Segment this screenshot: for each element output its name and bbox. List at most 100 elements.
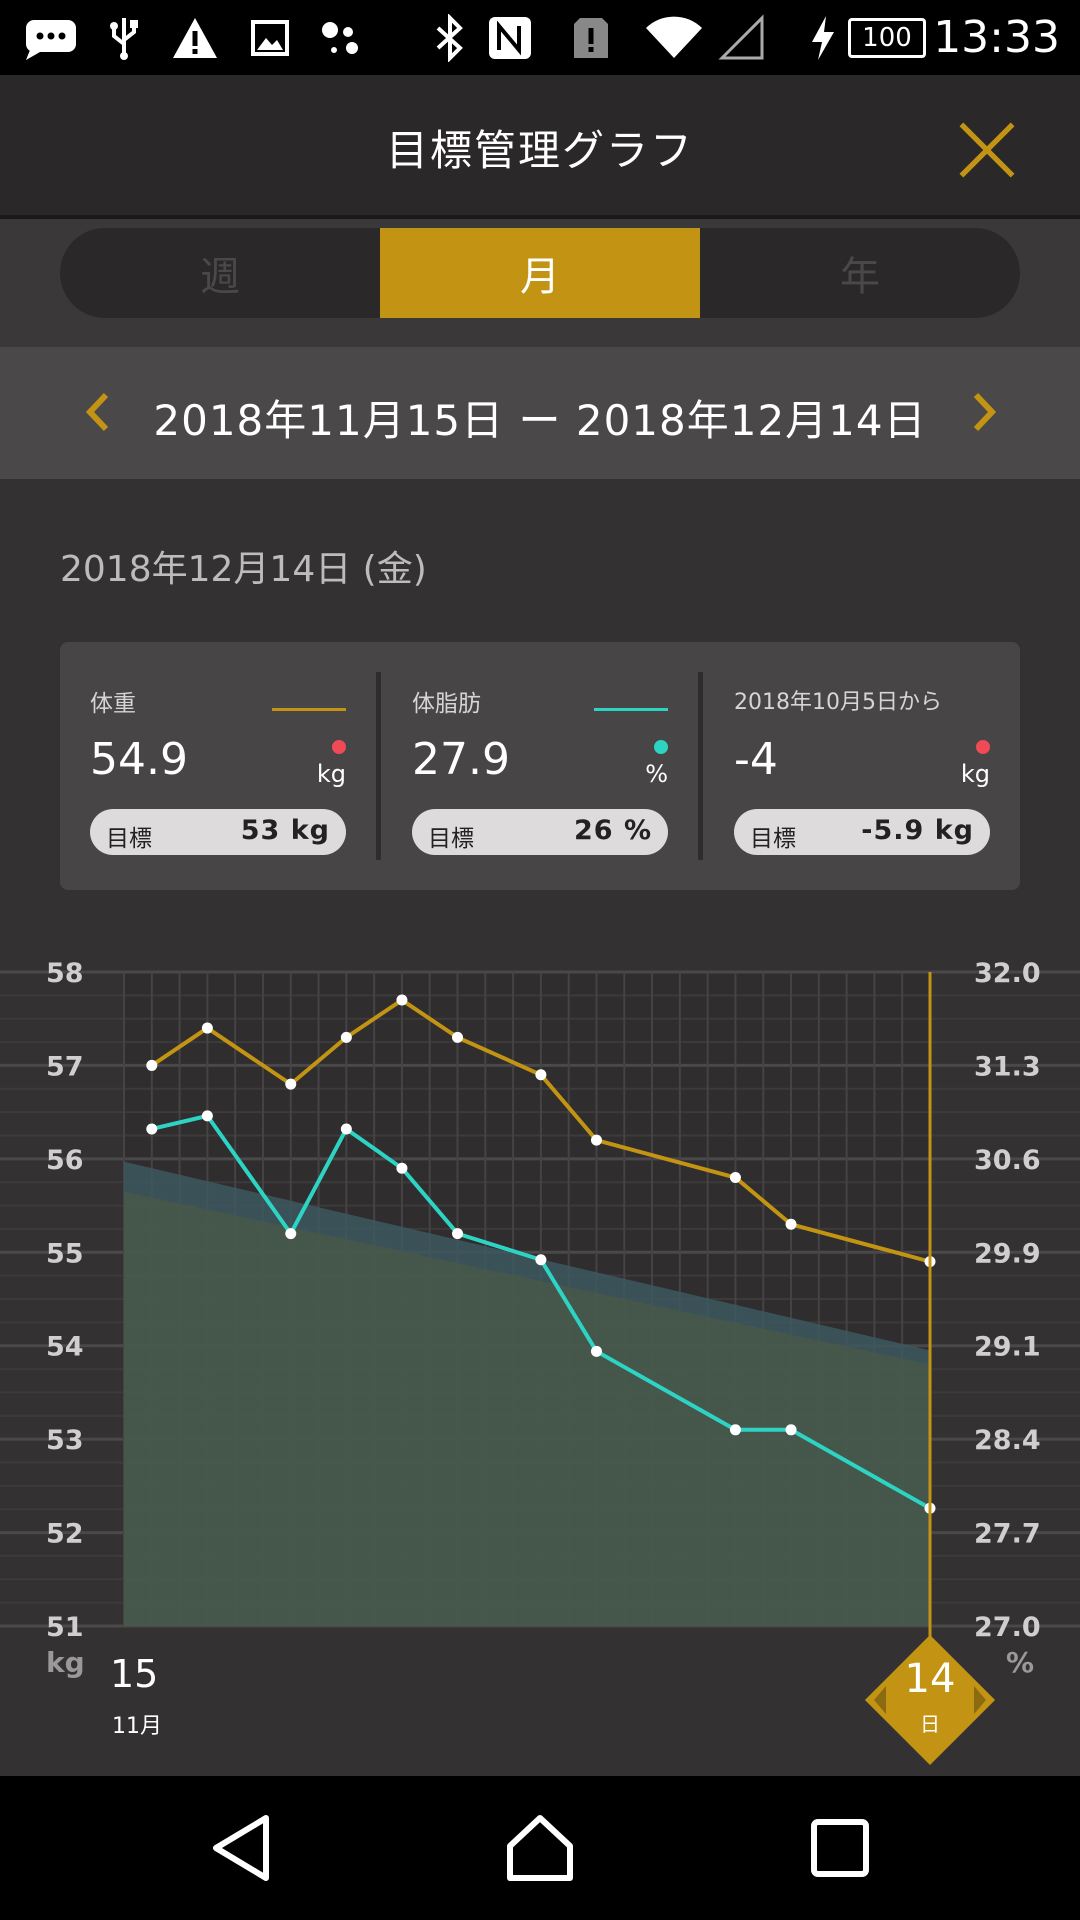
right-axis-tick: 31.3	[974, 1051, 1041, 1082]
weight-summary: 体重 54.9 kg 目標 53 kg	[90, 642, 346, 890]
right-axis-tick: 29.1	[974, 1332, 1041, 1363]
chart-svg: 58 57 56 55 54 53 52 51 32.0 31.3 30.6 29.9 29.1 28.4…	[0, 958, 1080, 1700]
charging-icon	[812, 16, 834, 60]
weight-status-dot	[332, 740, 346, 754]
chart-areas	[124, 1161, 930, 1626]
weight-label: 体重	[90, 691, 136, 717]
left-axis-tick: 56	[46, 1145, 84, 1176]
weight-point	[340, 1031, 352, 1043]
navigation-bar	[0, 1776, 1080, 1920]
left-axis-tick: 55	[46, 1238, 84, 1269]
chart-axis-labels: 58 57 56 55 54 53 52 51 32.0 31.3 30.6 29.9 29.1 28.4…	[46, 958, 1041, 1643]
body-fat-point	[396, 1162, 408, 1174]
change-target-label: 目標	[750, 826, 796, 852]
assistant-icon	[322, 22, 358, 54]
app-header: 目標管理グラフ	[0, 75, 1080, 219]
left-axis-tick: 57	[46, 1051, 84, 1082]
left-axis-tick: 51	[46, 1612, 84, 1643]
change-summary: 2018年10月5日から -4 kg 目標 -5.9 kg	[734, 642, 990, 890]
image-icon	[251, 20, 289, 56]
back-icon[interactable]	[204, 1810, 280, 1886]
right-axis-tick: 30.6	[974, 1145, 1041, 1176]
body-fat-target-value: 26 %	[573, 815, 652, 846]
weight-point	[535, 1069, 547, 1081]
nfc-icon	[489, 17, 531, 59]
weight-point	[729, 1172, 741, 1184]
date-range-bar: 2018年11月15日 ー 2018年12月14日	[0, 347, 1080, 479]
left-axis-unit: kg	[46, 1646, 85, 1679]
goal-chart[interactable]: 58 57 56 55 54 53 52 51 32.0 31.3 30.6 29.9 29.1 28.4…	[0, 940, 1080, 1776]
body-fat-target-pill: 目標 26 %	[412, 809, 668, 855]
chart-lines	[146, 994, 936, 1514]
sim-alert-icon	[574, 18, 608, 58]
cursor-right-arrow-icon	[974, 1686, 986, 1714]
page-title: 目標管理グラフ	[385, 126, 694, 175]
body-fat-unit: %	[645, 760, 668, 788]
warning-icon	[173, 18, 217, 58]
body-fat-point	[535, 1254, 547, 1266]
body-fat-value: 27.9	[412, 734, 510, 785]
change-unit: kg	[960, 760, 990, 788]
tab-week[interactable]: 週	[200, 254, 240, 300]
change-target-value: -5.9 kg	[861, 815, 974, 846]
battery-icon: 100	[846, 14, 928, 62]
cursor-day: 14	[904, 1656, 956, 1702]
body-fat-point	[729, 1424, 741, 1436]
chevron-right-icon[interactable]	[964, 387, 1004, 437]
weight-value: 54.9	[90, 734, 188, 785]
change-target-pill: 目標 -5.9 kg	[734, 809, 990, 855]
status-bar: 100 13:33	[0, 0, 1080, 75]
period-tabs-bar: 週 月 年	[0, 219, 1080, 347]
recents-icon[interactable]	[802, 1810, 878, 1886]
divider	[698, 672, 703, 860]
cursor-day-suffix: 日	[920, 1712, 940, 1736]
weight-point	[785, 1218, 797, 1230]
start-month-label: 11月	[112, 1714, 162, 1739]
body-fat-point	[201, 1110, 213, 1122]
tab-month[interactable]: 月	[380, 228, 700, 318]
body-fat-point	[285, 1228, 297, 1240]
cursor-left-arrow-icon	[874, 1686, 886, 1714]
chevron-left-icon[interactable]	[78, 387, 118, 437]
change-status-dot	[976, 740, 990, 754]
weight-point	[146, 1059, 158, 1071]
weight-point	[201, 1022, 213, 1034]
weight-legend-line	[272, 708, 346, 711]
left-axis-tick: 53	[46, 1425, 84, 1456]
usb-icon	[110, 18, 138, 60]
right-axis-unit: %	[1006, 1646, 1035, 1679]
body-fat-summary: 体脂肪 27.9 % 目標 26 %	[412, 642, 668, 890]
right-axis-tick: 28.4	[974, 1425, 1041, 1456]
weight-point	[396, 994, 408, 1006]
date-cursor-handle[interactable]: 14 日	[864, 1634, 996, 1766]
body-fat-legend-line	[594, 708, 668, 711]
weight-target-label: 目標	[106, 826, 152, 852]
bluetooth-icon	[436, 14, 463, 62]
tab-year[interactable]: 年	[840, 254, 880, 300]
change-value: -4	[734, 734, 778, 785]
date-range-text: 2018年11月15日 ー 2018年12月14日	[153, 396, 927, 445]
wifi-icon	[646, 16, 702, 59]
summary-card: 体重 54.9 kg 目標 53 kg 体脂肪 27.9 % 目標 26 % 2…	[60, 642, 1020, 890]
left-axis-tick: 58	[46, 958, 84, 989]
body-fat-point	[590, 1345, 602, 1357]
right-axis-tick: 27.0	[974, 1612, 1041, 1643]
body-fat-point	[146, 1123, 158, 1135]
left-axis-tick: 54	[46, 1332, 84, 1363]
weight-point	[590, 1134, 602, 1146]
signal-icon	[718, 14, 764, 60]
weight-target-pill: 目標 53 kg	[90, 809, 346, 855]
body-fat-point	[340, 1123, 352, 1135]
weight-point	[285, 1078, 297, 1090]
battery-level: 100	[848, 18, 926, 58]
selected-date: 2018年12月14日 (金)	[60, 549, 427, 590]
close-icon[interactable]	[955, 118, 1019, 182]
divider	[376, 672, 381, 860]
status-time: 13:33	[933, 12, 1060, 63]
change-since-label: 2018年10月5日から	[734, 690, 942, 715]
body-fat-target-label: 目標	[428, 826, 474, 852]
home-icon[interactable]	[502, 1810, 578, 1886]
right-axis-tick: 27.7	[974, 1519, 1041, 1550]
weight-target-area	[124, 1191, 930, 1626]
start-day-label: 15	[110, 1652, 159, 1696]
